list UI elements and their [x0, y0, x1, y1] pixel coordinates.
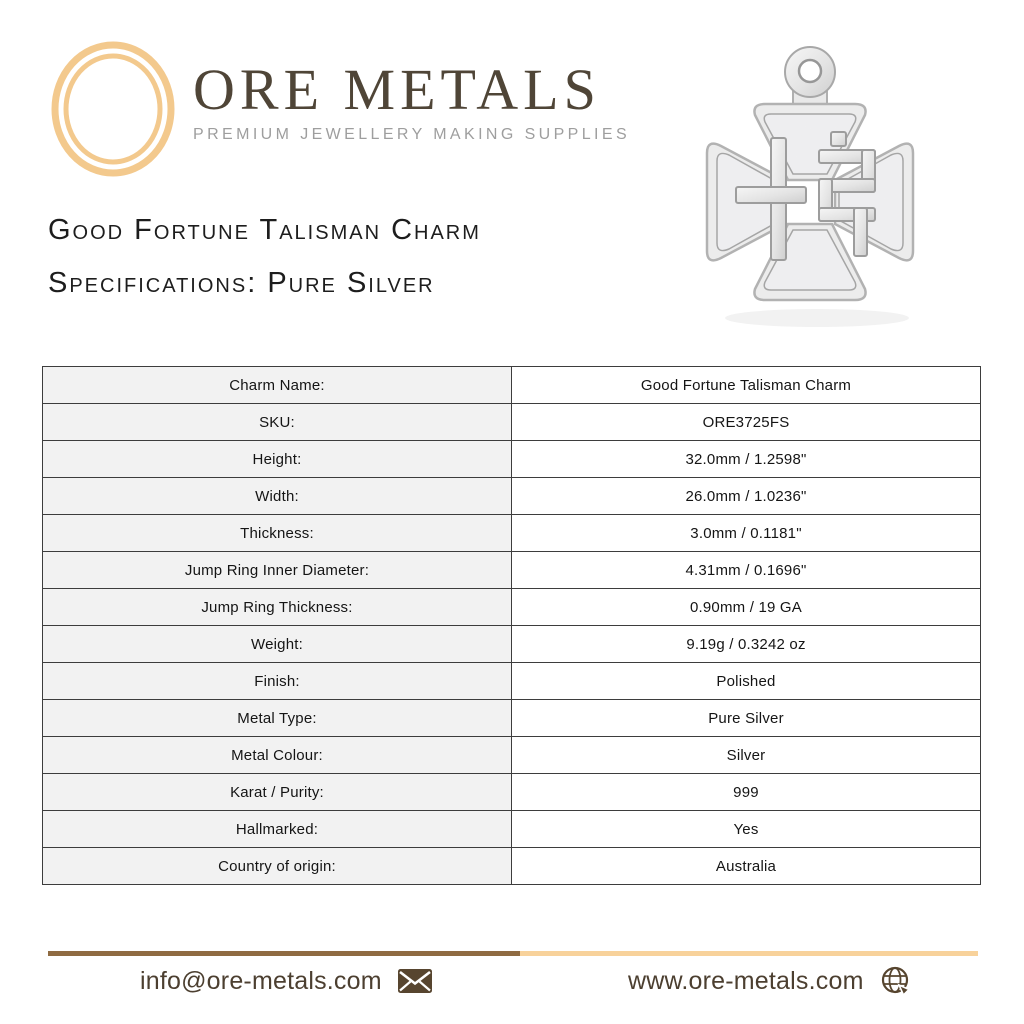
brand-name: ORE METALS: [193, 57, 601, 122]
footer-divider: [48, 951, 978, 956]
spec-value: 32.0mm / 1.2598": [511, 440, 981, 478]
table-row: Charm Name: Good Fortune Talisman Charm: [42, 366, 981, 404]
table-row: Weight: 9.19g / 0.3242 oz: [42, 625, 981, 663]
page-title-line1: Good Fortune Talisman Charm: [48, 214, 481, 246]
spec-value: Good Fortune Talisman Charm: [511, 366, 981, 404]
spec-label: SKU:: [42, 403, 512, 441]
spec-label: Metal Type:: [42, 699, 512, 737]
spec-value: 26.0mm / 1.0236": [511, 477, 981, 515]
spec-value: Pure Silver: [511, 699, 981, 737]
spec-label: Hallmarked:: [42, 810, 512, 848]
globe-icon: [880, 966, 911, 997]
spec-label: Jump Ring Inner Diameter:: [42, 551, 512, 589]
spec-table: Charm Name: Good Fortune Talisman Charm …: [42, 366, 981, 885]
charm-illustration: [705, 46, 915, 327]
table-row: Thickness: 3.0mm / 0.1181": [42, 514, 981, 552]
table-row: Hallmarked: Yes: [42, 810, 981, 848]
table-row: Height: 32.0mm / 1.2598": [42, 440, 981, 478]
spec-value: Australia: [511, 847, 981, 885]
table-row: Jump Ring Inner Diameter: 4.31mm / 0.169…: [42, 551, 981, 589]
email-icon: [397, 969, 432, 993]
footer-website-group: www.ore-metals.com: [628, 962, 911, 1000]
brand-logo-ring-icon: [50, 40, 176, 178]
spec-label: Country of origin:: [42, 847, 512, 885]
spec-label: Charm Name:: [42, 366, 512, 404]
spec-label: Thickness:: [42, 514, 512, 552]
spec-label: Height:: [42, 440, 512, 478]
table-row: Width: 26.0mm / 1.0236": [42, 477, 981, 515]
spec-label: Karat / Purity:: [42, 773, 512, 811]
spec-label: Width:: [42, 477, 512, 515]
jump-ring: [784, 46, 836, 98]
charm-photo: [635, 22, 985, 344]
spec-label: Weight:: [42, 625, 512, 663]
talisman-glyph: [735, 131, 876, 261]
table-row: Country of origin: Australia: [42, 847, 981, 885]
table-row: Karat / Purity: 999: [42, 773, 981, 811]
brand-tagline: PREMIUM JEWELLERY MAKING SUPPLIES: [193, 125, 631, 143]
brand-block: ORE METALS PREMIUM JEWELLERY MAKING SUPP…: [193, 57, 631, 144]
spec-value: Silver: [511, 736, 981, 774]
spec-value: 4.31mm / 0.1696": [511, 551, 981, 589]
footer-email: info@ore-metals.com: [140, 967, 382, 995]
table-row: SKU: ORE3725FS: [42, 403, 981, 441]
footer-divider-right: [520, 951, 978, 956]
table-row: Metal Colour: Silver: [42, 736, 981, 774]
spec-value: 3.0mm / 0.1181": [511, 514, 981, 552]
footer-divider-left: [48, 951, 520, 956]
spec-value: 999: [511, 773, 981, 811]
footer-email-group: info@ore-metals.com: [140, 962, 432, 1000]
spec-value: ORE3725FS: [511, 403, 981, 441]
table-row: Jump Ring Thickness: 0.90mm / 19 GA: [42, 588, 981, 626]
spec-value: 9.19g / 0.3242 oz: [511, 625, 981, 663]
table-row: Metal Type: Pure Silver: [42, 699, 981, 737]
spec-label: Metal Colour:: [42, 736, 512, 774]
page-title: Good Fortune Talisman Charm Specificatio…: [48, 216, 481, 298]
page-title-line2: Specifications: Pure Silver: [48, 267, 435, 299]
table-row: Finish: Polished: [42, 662, 981, 700]
spec-value: Yes: [511, 810, 981, 848]
spec-value: Polished: [511, 662, 981, 700]
spec-label: Finish:: [42, 662, 512, 700]
footer-website: www.ore-metals.com: [628, 967, 864, 995]
spec-label: Jump Ring Thickness:: [42, 588, 512, 626]
spec-value: 0.90mm / 19 GA: [511, 588, 981, 626]
